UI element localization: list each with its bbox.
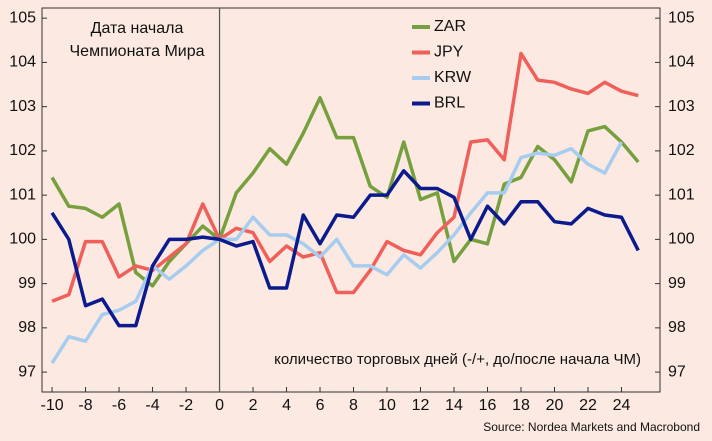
series-line (50, 141, 624, 365)
x-tick-label: 4 (282, 397, 291, 414)
y2-tick-label: 102 (668, 142, 695, 159)
x-tick-label: 2 (249, 397, 258, 414)
y-tick-label: 98 (18, 319, 36, 336)
plot-area (41, 7, 661, 393)
y-tick-label: 104 (9, 54, 36, 71)
y2-tick-label: 103 (668, 98, 695, 115)
x-tick-label: -10 (40, 397, 63, 414)
y2-tick-label: 101 (668, 186, 695, 203)
x-tick-label: 0 (215, 397, 224, 414)
y2-tick-label: 99 (668, 275, 686, 292)
y-tick-label: 102 (9, 142, 36, 159)
y-tick-label: 99 (18, 275, 36, 292)
legend-label: JPY (434, 44, 464, 61)
x-tick-label: 24 (613, 397, 631, 414)
y-tick-label: 97 (18, 363, 36, 380)
y2-tick-label: 98 (668, 319, 686, 336)
series-line (50, 169, 640, 328)
x-tick-label: 6 (316, 397, 325, 414)
legend-label: KRW (434, 69, 472, 86)
legend-label: BRL (434, 95, 465, 112)
x-tick-label: -8 (78, 397, 92, 414)
y2-tick-label: 105 (668, 9, 695, 26)
y-tick-label: 101 (9, 186, 36, 203)
y-tick-label: 100 (9, 231, 36, 248)
x-tick-label: -6 (112, 397, 126, 414)
annotation: Чемпионата Мира (70, 43, 205, 60)
x-tick-label: -4 (145, 397, 159, 414)
annotation: Дата начала (91, 20, 184, 37)
y-tick-label: 103 (9, 98, 36, 115)
legend-label: ZAR (434, 18, 466, 35)
x-tick-label: 20 (546, 397, 564, 414)
x-tick-label: 8 (349, 397, 358, 414)
source: Source: Nordea Markets and Macrobond (483, 420, 700, 434)
x-tick-label: 16 (479, 397, 497, 414)
x-tick-label: -2 (179, 397, 193, 414)
x-tick-label: 10 (378, 397, 396, 414)
y2-tick-label: 97 (668, 363, 686, 380)
x-tick-label: 22 (579, 397, 597, 414)
series-line (50, 96, 640, 288)
y-tick-label: 105 (9, 9, 36, 26)
x-axis-label: количество торговых дней (-/+, до/после … (274, 351, 641, 368)
y2-tick-label: 104 (668, 54, 695, 71)
y2-tick-label: 100 (668, 231, 695, 248)
x-tick-label: 18 (512, 397, 530, 414)
x-tick-label: 14 (445, 397, 463, 414)
series-line (51, 51, 639, 303)
x-tick-label: 12 (412, 397, 430, 414)
